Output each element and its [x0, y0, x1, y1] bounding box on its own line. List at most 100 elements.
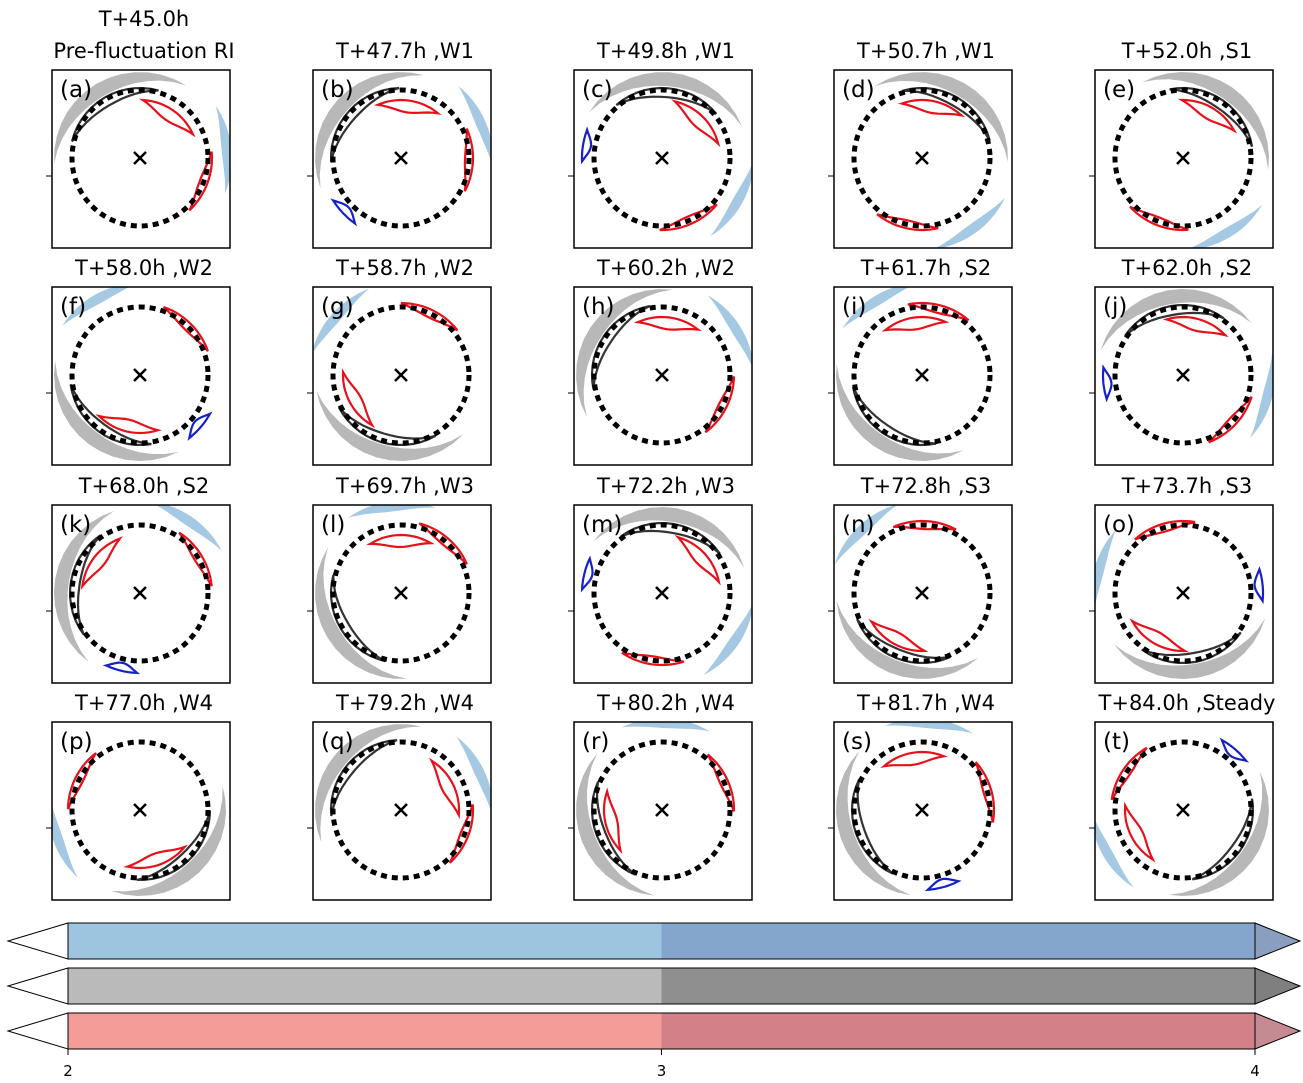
panel-frame — [312, 504, 492, 684]
contour-blue — [580, 126, 593, 165]
panel-title: T+50.7h ,W1 — [856, 39, 995, 63]
panel-title: T+73.7h ,S3 — [1121, 474, 1253, 498]
panel-title: T+68.0h ,S2 — [78, 474, 210, 498]
shade-blue — [1095, 529, 1117, 606]
shade-gray — [315, 547, 408, 679]
panel-frame — [833, 69, 1013, 249]
shade-gray — [54, 510, 115, 663]
panel: (b) T+47.7h ,W1 — [307, 39, 492, 249]
colorbar-segment — [661, 1013, 1255, 1049]
shade-gray — [111, 785, 226, 896]
contour-red — [428, 757, 461, 820]
contour-red — [1134, 519, 1196, 541]
panel: (l) T+69.7h ,W3 — [307, 474, 492, 684]
panel-frame — [1094, 286, 1274, 466]
contour-red — [95, 414, 163, 435]
panel-label: (c) — [582, 77, 613, 103]
panel-subtitle: Pre-fluctuation RI — [53, 39, 234, 63]
panel-title: T+60.2h ,W2 — [596, 256, 735, 280]
colorbar-extend — [1254, 1012, 1302, 1050]
rmw-circle — [69, 522, 211, 664]
shade-gray — [54, 72, 187, 164]
panel-content — [54, 287, 213, 461]
contour-red — [868, 618, 929, 653]
shade-blue — [1250, 352, 1273, 438]
panel-content — [576, 722, 736, 896]
shade-gray — [593, 507, 745, 568]
panel-frame — [312, 286, 492, 466]
center-mark — [394, 586, 408, 600]
panel-title: T+79.2h ,W4 — [335, 691, 474, 715]
contour-blue — [330, 198, 357, 227]
rmw-circle — [1112, 522, 1254, 664]
panel-content — [1095, 519, 1266, 679]
contour-red — [162, 305, 209, 352]
contour-red — [188, 151, 214, 212]
panel-label: (m) — [582, 512, 622, 538]
contour-red — [1207, 395, 1253, 444]
panel-frame — [51, 69, 231, 249]
contour-blue — [1253, 566, 1265, 605]
contour-red — [704, 376, 736, 434]
center-mark — [915, 803, 929, 817]
shade-gray — [836, 600, 979, 679]
panel-frame — [312, 721, 492, 901]
rmw-circle — [69, 739, 211, 881]
shade-blue — [215, 105, 230, 194]
contour-red — [1177, 98, 1238, 134]
center-mark — [394, 368, 408, 382]
rmw-circle — [69, 304, 211, 446]
panel-title: T+84.0h ,Steady — [1098, 691, 1276, 715]
contour-red — [876, 213, 939, 232]
panel-frame — [1094, 69, 1274, 249]
panel-label: (e) — [1103, 77, 1135, 103]
contour-red — [706, 753, 736, 812]
panel-label: (f) — [60, 294, 86, 320]
rmw-circle — [591, 87, 733, 229]
rmw-circle — [69, 87, 211, 229]
panel-frame — [573, 69, 753, 249]
panel: (c) T+49.8h ,W1 — [568, 39, 753, 249]
panel: (t) T+84.0h ,Steady — [1089, 691, 1276, 901]
panel-title: T+58.0h ,W2 — [74, 256, 213, 280]
center-mark — [1176, 803, 1190, 817]
shade-gray — [1114, 618, 1266, 679]
shade-blue — [348, 505, 436, 518]
panel-title: T+81.7h ,W4 — [856, 691, 995, 715]
rmw-circle — [330, 87, 472, 229]
contour-red — [123, 844, 189, 870]
panel-title: T+45.0h — [98, 7, 190, 31]
contour-blue — [1219, 737, 1250, 763]
contour-black — [615, 86, 718, 115]
panel: (n) T+72.8h ,S3 — [828, 474, 1013, 684]
panel: (h) T+60.2h ,W2 — [568, 256, 753, 466]
contour-red — [1110, 746, 1148, 801]
colorbar-tick-label: 4 — [1250, 1062, 1260, 1080]
panel-frame — [573, 721, 753, 901]
panel-frame — [573, 286, 753, 466]
panel-content — [1095, 737, 1269, 896]
panel-label: (j) — [1103, 294, 1127, 320]
shade-blue — [710, 164, 752, 237]
shade-gray — [1168, 771, 1269, 896]
panel-title: T+49.8h ,W1 — [596, 39, 735, 63]
shade-gray — [576, 753, 655, 896]
contour-red — [80, 536, 124, 590]
center-mark — [915, 586, 929, 600]
panel-title: T+80.2h ,W4 — [596, 691, 735, 715]
colorbar-frame — [67, 922, 1256, 960]
panel: (p) T+77.0h ,W4 — [46, 691, 231, 901]
panel-frame — [51, 721, 231, 901]
center-mark — [133, 586, 147, 600]
contour-red — [418, 522, 468, 565]
panel-label: (n) — [842, 512, 875, 538]
panel: (f) T+58.0h ,W2 — [46, 256, 231, 466]
panel-label: (l) — [321, 512, 345, 538]
panel-label: (i) — [842, 294, 866, 320]
panel: (s) T+81.7h ,W4 — [828, 691, 1013, 901]
shade-blue — [458, 85, 491, 162]
panel: (i) T+61.7h ,S2 — [828, 256, 1013, 466]
colorbar-segment — [68, 1013, 662, 1049]
colorbar-extend — [6, 967, 69, 1005]
contour-red — [633, 315, 702, 332]
